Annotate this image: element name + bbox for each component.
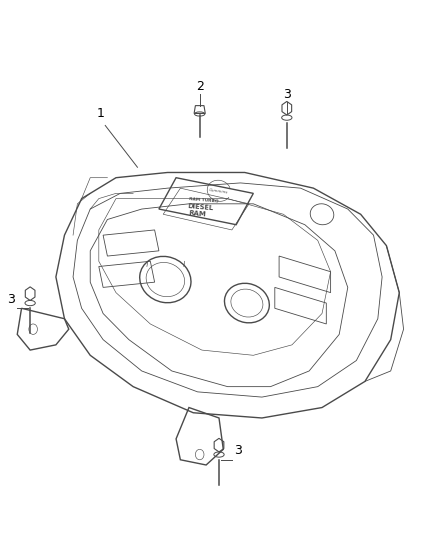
Text: 3: 3: [283, 88, 291, 101]
Text: 3: 3: [7, 293, 15, 306]
Text: Cummins: Cummins: [209, 189, 229, 195]
Text: 2: 2: [196, 80, 204, 93]
Text: RAM: RAM: [188, 211, 207, 218]
Text: 1: 1: [97, 107, 105, 120]
Text: 3: 3: [234, 444, 242, 457]
Text: DIESEL: DIESEL: [187, 203, 214, 211]
Text: RAM TURBO: RAM TURBO: [189, 197, 219, 204]
